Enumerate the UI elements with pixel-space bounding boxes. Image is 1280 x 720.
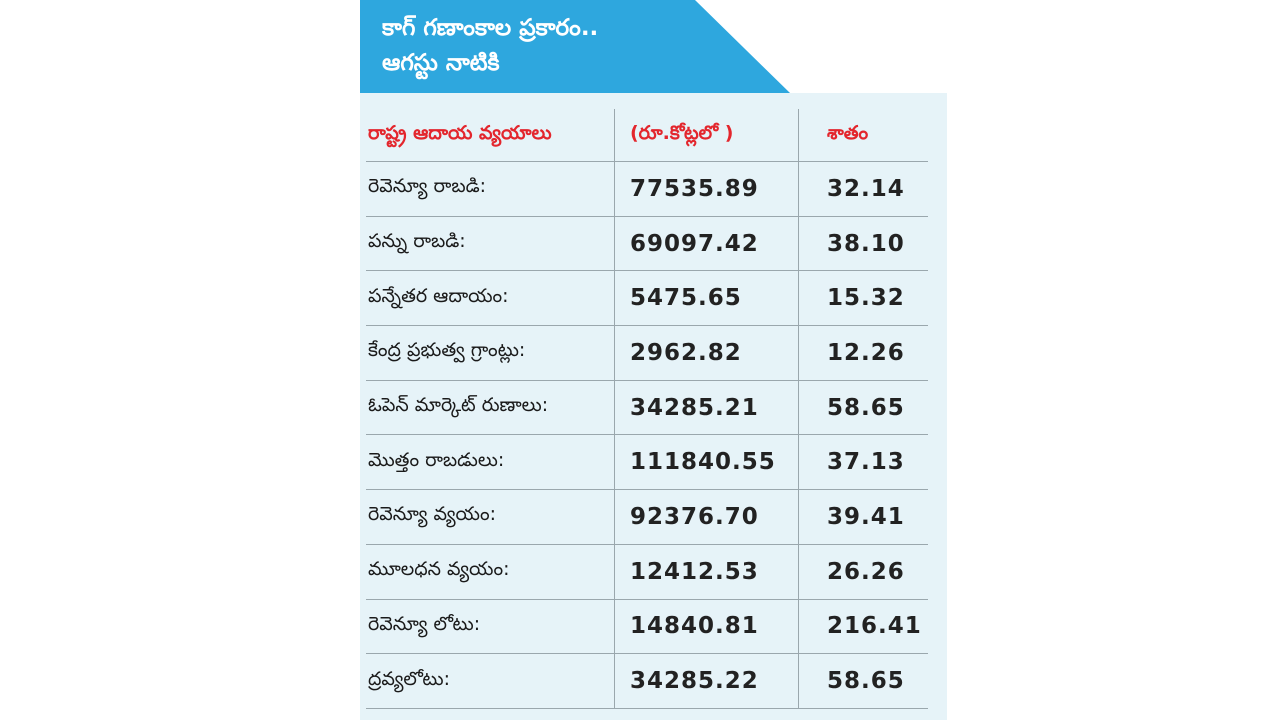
row-percent: 32.14 (827, 175, 905, 202)
table-row: ద్రవ్యలోటు: 34285.22 58.65 (366, 654, 928, 709)
revenue-expenditure-table: రాష్ట్ర ఆదాయ వ్యయాలు (రూ.కోట్లలో ) శాతం … (366, 109, 928, 709)
row-amount: 77535.89 (615, 162, 799, 216)
row-percent: 37.13 (827, 449, 905, 476)
row-label: పన్నేతర ఆదాయం: (366, 271, 615, 326)
header-percent: శాతం (827, 121, 869, 144)
banner-title-line-1: కాగ్ గణాంకాల ప్రకారం.. (382, 15, 599, 41)
table-row: రెవెన్యూ రాబడి: 77535.89 32.14 (366, 162, 928, 217)
header-category: రాష్ట్ర ఆదాయ వ్యయాలు (366, 109, 615, 161)
row-amount: 69097.42 (615, 216, 799, 271)
row-label: కేంద్ర ప్రభుత్వ గ్రాంట్లు: (366, 326, 615, 380)
row-percent: 26.26 (827, 558, 905, 585)
row-label: పన్ను రాబడి: (366, 216, 615, 271)
title-banner: కాగ్ గణాంకాల ప్రకారం.. ఆగస్టు నాటికి (360, 0, 947, 93)
row-amount: 5475.65 (615, 271, 799, 326)
row-amount: 2962.82 (615, 326, 799, 380)
row-percent: 39.41 (827, 503, 905, 530)
table-row: పన్ను రాబడి: 69097.42 38.10 (366, 216, 928, 272)
row-amount: 34285.22 (615, 654, 799, 708)
row-percent: 216.41 (827, 613, 922, 640)
banner-title-line-2: ఆగస్టు నాటికి (382, 50, 500, 76)
row-amount: 92376.70 (615, 490, 799, 544)
row-amount: 111840.55 (615, 435, 799, 490)
banner-title: కాగ్ గణాంకాల ప్రకారం.. ఆగస్టు నాటికి (382, 11, 762, 81)
table-row: ఓపెన్ మార్కెట్ రుణాలు: 34285.21 58.65 (366, 380, 928, 436)
table-row: రెవెన్యూ లోటు: 14840.81 216.41 (366, 599, 928, 655)
table-row: కేంద్ర ప్రభుత్వ గ్రాంట్లు: 2962.82 12.26 (366, 326, 928, 381)
header-amount: (రూ.కోట్లలో ) (615, 109, 799, 161)
row-percent: 58.65 (827, 394, 905, 421)
row-amount: 12412.53 (615, 544, 799, 599)
row-percent: 38.10 (827, 230, 905, 257)
row-percent: 15.32 (827, 285, 905, 312)
row-label: ఓపెన్ మార్కెట్ రుణాలు: (366, 380, 615, 435)
cag-figures-card: కాగ్ గణాంకాల ప్రకారం.. ఆగస్టు నాటికి రాష… (360, 0, 947, 720)
row-percent: 58.65 (827, 668, 905, 695)
row-label: రెవెన్యూ లోటు: (366, 599, 615, 654)
row-label: మొత్తం రాబడులు: (366, 435, 615, 490)
row-label: రెవెన్యూ రాబడి: (366, 162, 615, 216)
table-row: మూలధన వ్యయం: 12412.53 26.26 (366, 544, 928, 600)
row-label: మూలధన వ్యయం: (366, 544, 615, 599)
row-percent: 12.26 (827, 339, 905, 366)
row-amount: 14840.81 (615, 599, 799, 654)
row-amount: 34285.21 (615, 380, 799, 435)
row-label: ద్రవ్యలోటు: (366, 654, 615, 708)
table-row: మొత్తం రాబడులు: 111840.55 37.13 (366, 435, 928, 491)
table-row: పన్నేతర ఆదాయం: 5475.65 15.32 (366, 271, 928, 327)
row-label: రెవెన్యూ వ్యయం: (366, 490, 615, 544)
table-header-row: రాష్ట్ర ఆదాయ వ్యయాలు (రూ.కోట్లలో ) శాతం (366, 109, 928, 162)
table-row: రెవెన్యూ వ్యయం: 92376.70 39.41 (366, 490, 928, 545)
